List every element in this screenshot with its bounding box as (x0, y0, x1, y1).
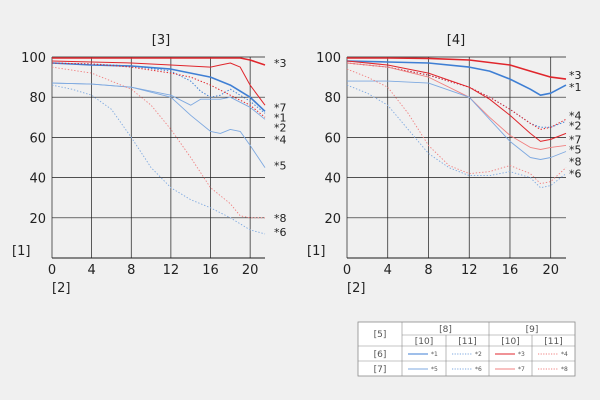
y-tick-label: 60 (324, 131, 341, 146)
mtf-curve (347, 80, 567, 160)
x-tick-label: 4 (384, 263, 392, 278)
curve-label: *4 (274, 133, 287, 146)
mtf-curve (346, 60, 567, 96)
chart-title: [3] (152, 33, 170, 48)
curve-label: *1 (274, 111, 287, 124)
x-tick-label: 8 (127, 263, 135, 278)
legend-sub-header: [11] (544, 337, 562, 347)
mtf-curve (346, 62, 567, 150)
mtf-curve (346, 84, 567, 189)
curve-label: *4 (569, 109, 582, 122)
y-axis-label: [1] (307, 244, 325, 259)
y-tick-label: 80 (324, 91, 341, 106)
legend-item-label: *1 (431, 351, 438, 358)
x-axis-label: [2] (347, 281, 365, 296)
x-tick-label: 0 (343, 263, 351, 278)
mtf-curve (51, 84, 266, 235)
curve-label: *6 (274, 226, 287, 239)
legend-item-label: *2 (475, 351, 482, 358)
curve-label: *6 (569, 168, 582, 181)
curve-label: *2 (274, 121, 287, 134)
x-tick-label: 12 (461, 263, 478, 278)
mtf-curve (51, 60, 266, 106)
mtf-curve (51, 82, 266, 168)
curve-label: *3 (569, 69, 582, 82)
legend-item-label: *3 (518, 351, 525, 358)
legend-sub-header: [10] (415, 337, 433, 347)
mtf-curve (51, 62, 266, 118)
curve-label: *7 (274, 101, 287, 114)
x-tick-label: 16 (502, 263, 519, 278)
curve-label: *2 (569, 119, 582, 132)
y-tick-label: 40 (324, 172, 341, 187)
x-tick-label: 4 (87, 263, 95, 278)
legend-sub-header: [11] (458, 337, 476, 347)
legend-table (357, 321, 576, 377)
legend-item-label: *8 (561, 366, 568, 373)
x-tick-label: 8 (424, 263, 432, 278)
legend-item-label: *4 (561, 351, 568, 358)
legend-item-label: *5 (431, 366, 438, 373)
y-tick-label: 100 (21, 51, 46, 66)
mtf-curve (346, 68, 567, 185)
curve-label: *8 (274, 212, 287, 225)
curve-label: *7 (569, 133, 582, 146)
legend-item-label: *6 (475, 366, 482, 373)
mtf-curve (346, 60, 567, 142)
y-tick-label: 60 (29, 131, 46, 146)
x-tick-label: 16 (202, 263, 219, 278)
mtf-curve (51, 82, 266, 120)
mtf-curve (347, 57, 567, 80)
mtf-curve (51, 66, 265, 219)
y-axis-label: [1] (12, 244, 30, 259)
legend-sub-header: [10] (501, 337, 519, 347)
y-tick-label: 20 (29, 212, 46, 227)
x-tick-label: 20 (542, 263, 559, 278)
curve-label: *5 (274, 160, 287, 173)
curve-label: *1 (569, 81, 582, 94)
mtf-curve (51, 62, 266, 112)
x-tick-label: 0 (48, 263, 56, 278)
x-tick-label: 12 (163, 263, 180, 278)
legend-corner: [5] (374, 330, 387, 340)
legend-group-header: [9] (526, 325, 539, 335)
legend-group-header: [8] (439, 325, 452, 335)
y-tick-label: 40 (29, 172, 46, 187)
legend-item-label: *7 (518, 366, 525, 373)
curve-label: *3 (274, 57, 287, 70)
chart-title: [4] (447, 33, 465, 48)
x-axis-label: [2] (52, 281, 70, 296)
curve-label: *5 (569, 143, 582, 156)
legend-row-label: [7] (374, 365, 387, 375)
mtf-curve (346, 62, 567, 130)
mtf-curve (52, 57, 266, 66)
mtf-curve (51, 62, 266, 114)
y-tick-label: 100 (316, 51, 341, 66)
curve-label: *8 (569, 156, 582, 169)
x-tick-label: 20 (242, 263, 259, 278)
legend-row-label: [6] (374, 350, 387, 360)
y-tick-label: 20 (324, 212, 341, 227)
y-tick-label: 80 (29, 91, 46, 106)
